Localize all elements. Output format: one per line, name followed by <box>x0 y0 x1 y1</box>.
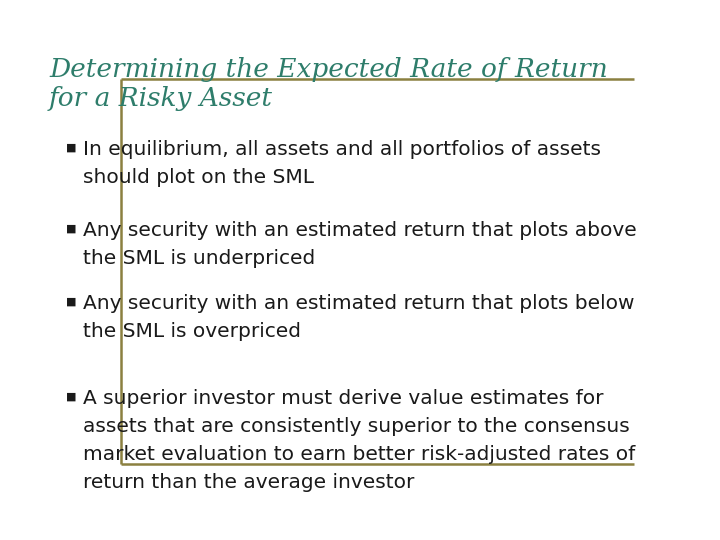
Text: ■: ■ <box>66 392 77 402</box>
Text: ■: ■ <box>66 143 77 153</box>
Text: Any security with an estimated return that plots above: Any security with an estimated return th… <box>83 221 636 240</box>
Text: return than the average investor: return than the average investor <box>83 473 414 492</box>
Text: the SML is overpriced: the SML is overpriced <box>83 322 301 341</box>
Text: assets that are consistently superior to the consensus: assets that are consistently superior to… <box>83 417 629 436</box>
Text: Determining the Expected Rate of Return: Determining the Expected Rate of Return <box>49 57 608 82</box>
Text: ■: ■ <box>66 297 77 307</box>
Text: market evaluation to earn better risk-adjusted rates of: market evaluation to earn better risk-ad… <box>83 445 635 464</box>
Text: for a Risky Asset: for a Risky Asset <box>49 86 273 111</box>
Text: Any security with an estimated return that plots below: Any security with an estimated return th… <box>83 294 634 313</box>
Text: In equilibrium, all assets and all portfolios of assets: In equilibrium, all assets and all portf… <box>83 140 600 159</box>
Text: A superior investor must derive value estimates for: A superior investor must derive value es… <box>83 389 603 408</box>
Text: ■: ■ <box>66 224 77 234</box>
Text: the SML is underpriced: the SML is underpriced <box>83 249 315 268</box>
Text: should plot on the SML: should plot on the SML <box>83 168 314 187</box>
